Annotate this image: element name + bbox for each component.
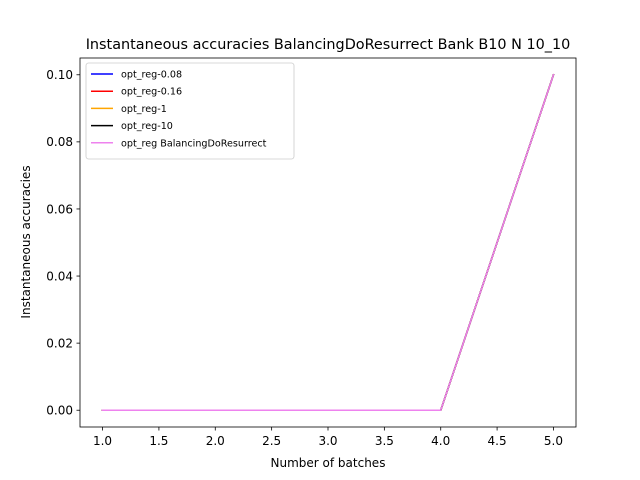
x-tick-label: 1.5 <box>149 434 168 448</box>
legend-label: opt_reg-0.08 <box>121 70 182 81</box>
x-tick-label: 3.0 <box>318 434 337 448</box>
x-tick-label: 5.0 <box>544 434 563 448</box>
x-tick-label: 4.0 <box>431 434 450 448</box>
chart-title: Instantaneous accuracies BalancingDoResu… <box>86 37 571 53</box>
y-tick-label: 0.04 <box>46 269 73 283</box>
y-tick-label: 0.06 <box>46 202 73 216</box>
x-tick-label: 2.5 <box>262 434 281 448</box>
x-tick-label: 4.5 <box>488 434 507 448</box>
legend: opt_reg-0.08 opt_reg-0.16 opt_reg-1 opt_reg… <box>85 62 295 160</box>
y-tick-label: 0.02 <box>46 336 73 350</box>
x-tick-label: 2.0 <box>206 434 225 448</box>
x-tick-label: 3.5 <box>375 434 394 448</box>
legend-label: opt_reg BalancingDoResurrect <box>121 138 267 149</box>
legend-label: opt_reg-10 <box>121 121 173 132</box>
legend-label: opt_reg-1 <box>121 104 167 115</box>
y-axis-label: Instantaneous accuracies <box>19 165 33 318</box>
legend-box <box>85 62 295 160</box>
legend-label: opt_reg-0.16 <box>121 87 182 98</box>
x-axis-label: Number of batches <box>271 456 386 470</box>
plot-area: 1.0 1.5 2.0 2.5 3.0 3.5 4.0 4.5 5.0 0.00 0.02 0.04 0… <box>46 57 577 448</box>
y-tick-label: 0.00 <box>46 404 73 418</box>
y-tick-label: 0.10 <box>46 68 73 82</box>
x-tick-label: 1.0 <box>93 434 112 448</box>
series-line-4 <box>101 73 555 411</box>
y-tick-label: 0.08 <box>46 135 73 149</box>
